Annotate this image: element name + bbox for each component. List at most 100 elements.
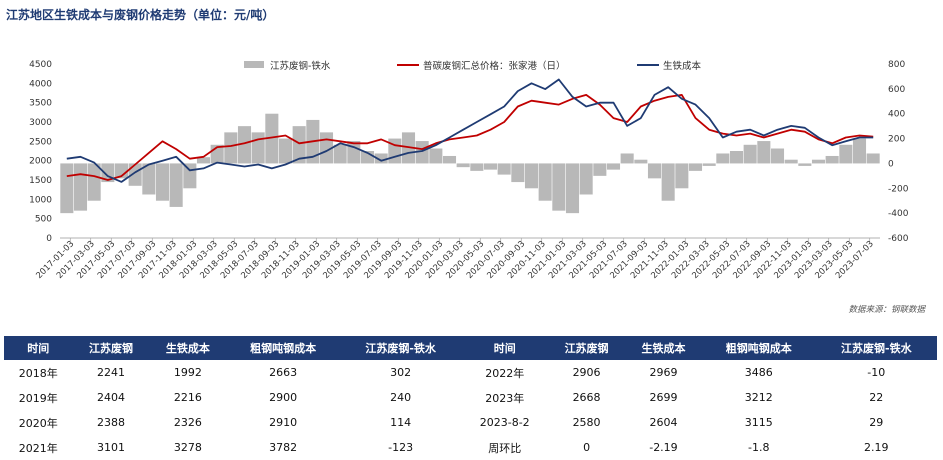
- table-row: 2019年 2404 2216 2900 240 2023年 2668 2699 3212 22: [4, 385, 937, 410]
- bar: [866, 153, 880, 164]
- table-cell: 3115: [744, 416, 773, 429]
- bar: [743, 144, 757, 164]
- table-cell: 1992: [173, 366, 202, 379]
- y-right-tick-label: 600: [888, 85, 905, 95]
- table-cell: 2580: [572, 416, 601, 429]
- y-right-tick-label: 0: [888, 159, 894, 169]
- bar: [647, 163, 662, 179]
- y-left-tick-label: 3000: [29, 118, 52, 128]
- legend-label: 江苏废钢-铁水: [270, 60, 331, 72]
- y-right-tick-label: 400: [888, 110, 905, 120]
- table-cell: 2022年: [485, 366, 525, 380]
- legend-swatch: [244, 61, 264, 68]
- bar: [114, 163, 129, 179]
- scrap-price-line: [66, 94, 874, 181]
- chart-title: 江苏地区生铁成本与废钢价格走势（单位：元/吨）: [6, 8, 275, 22]
- bar: [237, 126, 252, 164]
- table-row: 2021年 3101 3278 3782 -123 周环比 0 -2.19 -1.8 2.19: [4, 435, 937, 460]
- bar: [675, 163, 689, 189]
- bar: [456, 163, 470, 168]
- data-source: 数据来源：钢联数据: [848, 305, 925, 315]
- bar: [811, 159, 826, 164]
- bar: [292, 126, 306, 164]
- table-header-cell: 时间: [461, 336, 549, 360]
- bar: [196, 157, 211, 164]
- table-cell: 2663: [269, 366, 298, 379]
- bar: [251, 132, 265, 164]
- bar: [224, 132, 238, 164]
- table-cell: 2019年: [18, 391, 58, 405]
- table-cell: 2.19: [864, 441, 889, 454]
- bar: [757, 141, 771, 164]
- bar: [634, 159, 648, 164]
- table-row: 2020年 2388 2326 2910 114 2023-8-2 2580 2604 3115…: [4, 410, 937, 435]
- bar: [442, 155, 457, 164]
- bar: [798, 163, 812, 166]
- table-cell: 114: [390, 416, 412, 429]
- table-cell: 3278: [173, 441, 202, 454]
- bar: [87, 163, 101, 201]
- y-left-tick-label: 1000: [29, 195, 52, 205]
- table-header-cell: 时间: [4, 336, 73, 360]
- bar: [73, 163, 88, 211]
- bar: [183, 163, 197, 189]
- y-left-tick-label: 3500: [29, 99, 52, 109]
- table-cell: 2326: [173, 416, 202, 429]
- table-cell: 2668: [572, 391, 601, 404]
- table-cell: 2018年: [18, 366, 58, 380]
- bar: [429, 148, 443, 164]
- bar: [497, 163, 511, 175]
- table-header-cell: 江苏废钢-铁水: [339, 336, 462, 360]
- bar: [524, 163, 539, 189]
- table-cell: -1.8: [748, 441, 770, 454]
- data-table: 时间 江苏废钢 生铁成本 粗钢吨钢成本 江苏废钢-铁水 时间 江苏废钢 生铁成本 粗钢吨钢成本江…: [4, 336, 937, 460]
- bar: [142, 163, 156, 195]
- table-cell: 3782: [269, 441, 298, 454]
- table-cell: 2021年: [18, 441, 58, 455]
- bar: [784, 159, 798, 164]
- table-body: 2018年 2241 1992 2663 302 2022年 2906 2969 3486 -10…: [4, 360, 937, 460]
- table-cell: 2906: [572, 366, 601, 379]
- bar: [415, 141, 429, 164]
- table-cell: 240: [390, 391, 412, 404]
- table-cell: 3486: [744, 366, 773, 379]
- table-cell: 2604: [649, 416, 678, 429]
- bar: [716, 153, 730, 164]
- bar: [825, 155, 839, 164]
- table-header-cell: 江苏废钢: [548, 336, 626, 360]
- table-cell: 2023-8-2: [479, 416, 530, 429]
- table-header-row: 时间 江苏废钢 生铁成本 粗钢吨钢成本 江苏废钢-铁水 时间 江苏废钢 生铁成本 粗钢吨钢成本江…: [4, 336, 937, 360]
- bar: [333, 144, 347, 164]
- bar: [538, 163, 552, 201]
- table-cell: 2020年: [18, 416, 58, 430]
- chart-axes: 050010001500200025003000350040004500-600…: [29, 60, 909, 281]
- bar: [60, 163, 74, 214]
- y-left-tick-label: 4500: [29, 60, 52, 70]
- y-right-tick-label: 200: [888, 135, 905, 145]
- bar: [552, 163, 566, 211]
- table-cell: 2699: [649, 391, 678, 404]
- legend-label: 生铁成本: [663, 60, 702, 72]
- bar: [128, 163, 142, 186]
- bar: [661, 163, 675, 201]
- bar: [483, 163, 498, 170]
- table-cell: -10: [867, 366, 886, 379]
- table-header-cell: 粗钢吨钢成本: [701, 336, 816, 360]
- table-cell: 2388: [96, 416, 125, 429]
- bar: [470, 163, 484, 171]
- line-series: [66, 78, 874, 183]
- table-header-cell: 生铁成本: [149, 336, 227, 360]
- table-cell: 周环比: [488, 441, 522, 455]
- y-left-tick-label: 2000: [29, 157, 52, 167]
- bar-series-scrap-minus-hotmetal: [60, 113, 880, 214]
- table-header-cell: 江苏废钢: [72, 336, 150, 360]
- bar: [169, 163, 183, 207]
- table-cell: 29: [869, 416, 884, 429]
- bar: [852, 138, 867, 164]
- table-cell: 3101: [96, 441, 125, 454]
- bar: [593, 163, 607, 176]
- bar: [620, 153, 634, 164]
- table-cell: 302: [390, 366, 412, 379]
- table-cell: 0: [583, 441, 591, 454]
- y-right-tick-label: -200: [888, 184, 909, 194]
